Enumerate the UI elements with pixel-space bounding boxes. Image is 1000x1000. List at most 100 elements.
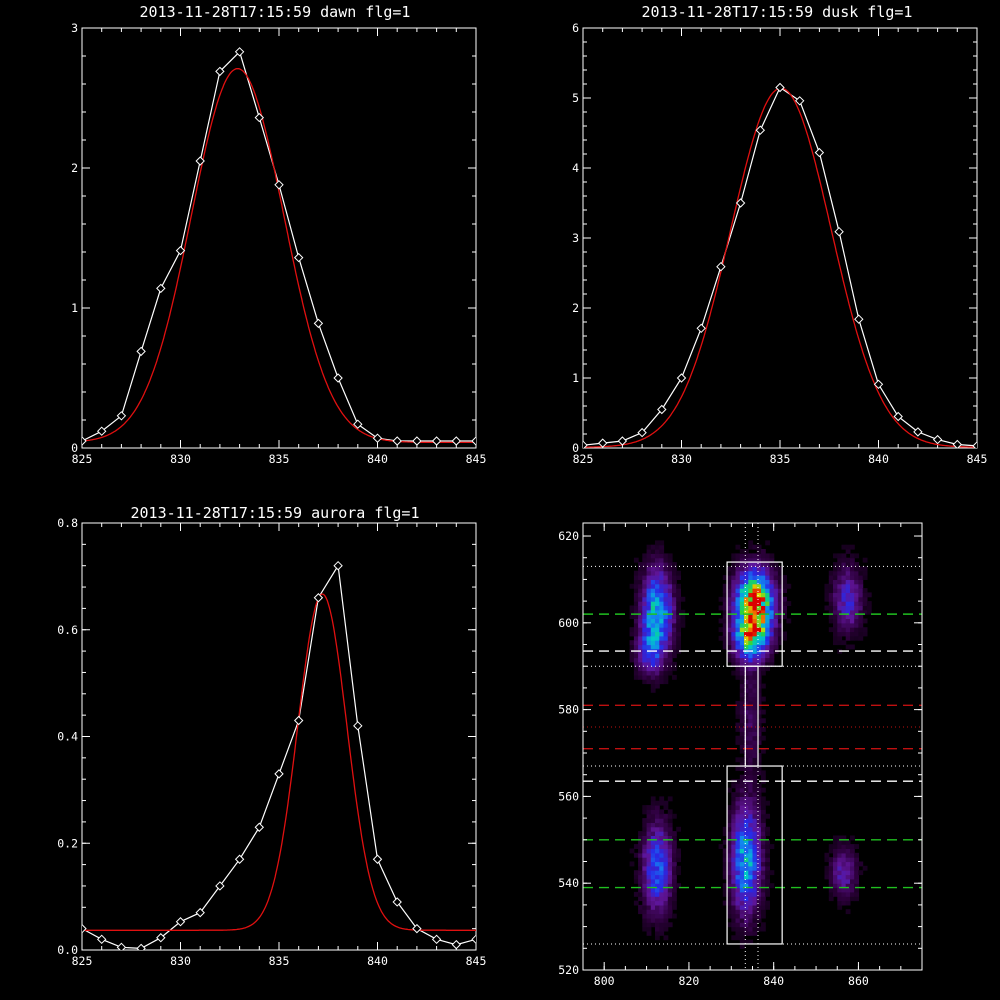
fit-curve-line (82, 67, 476, 444)
heatmap-cell (659, 557, 665, 563)
heatmap-cell (748, 583, 754, 589)
heatmap-cell (650, 900, 656, 906)
heatmap-cell (748, 666, 754, 672)
heatmap-cell (633, 575, 639, 580)
heatmap-cell (655, 579, 660, 585)
heatmap-cell (752, 926, 758, 932)
heatmap-cell (850, 588, 855, 593)
heatmap-cell (739, 744, 745, 750)
heatmap-cell (845, 583, 851, 589)
heatmap-cell (659, 596, 665, 602)
heatmap-cell (837, 622, 843, 628)
heatmap-cell (646, 831, 652, 836)
aurora-title: 2013-11-28T17:15:59 aurora flg=1 (131, 504, 420, 522)
heatmap-cell (765, 609, 770, 615)
data-point-diamond (854, 314, 864, 324)
heatmap-cell (739, 570, 745, 576)
heatmap-cell (638, 579, 643, 585)
heatmap-cell (837, 640, 843, 646)
heatmap-cell (735, 904, 741, 910)
heatmap-cell (642, 679, 648, 685)
heatmap-cell (727, 835, 732, 841)
heatmap-cell (744, 674, 749, 680)
heatmap-cell (845, 865, 851, 871)
heatmap-cell (752, 553, 758, 559)
heatmap-cell (727, 601, 732, 606)
heatmap-cell (786, 618, 792, 624)
heatmap-cell (756, 601, 762, 606)
heatmap-cell (638, 878, 643, 884)
heatmap-cell (646, 631, 652, 637)
heatmap-cell (752, 748, 758, 754)
heatmap-cell (761, 566, 766, 572)
heatmap-cell (722, 614, 728, 619)
heatmap-cell (731, 644, 737, 650)
heatmap-cell (722, 627, 728, 633)
heatmap-cell (646, 622, 652, 628)
heatmap-cell (646, 926, 652, 932)
heatmap-cell (672, 618, 677, 624)
heatmap-cell (744, 618, 749, 624)
heatmap-cell (663, 870, 669, 876)
heatmap-cell (833, 570, 838, 576)
heatmap-cell (672, 631, 677, 637)
heatmap-cell (650, 844, 656, 849)
heatmap-cell (752, 709, 758, 715)
heatmap-cell (761, 813, 766, 819)
heatmap-cell (672, 883, 677, 889)
heatmap-cell (727, 904, 732, 910)
heatmap-cell (837, 844, 843, 849)
data-point-diamond (775, 82, 785, 93)
heatmap-cell (752, 544, 758, 550)
heatmap-cell (845, 601, 851, 606)
heatmap-cell (744, 596, 749, 602)
heatmap-cell (833, 839, 838, 845)
heatmap-cell (748, 722, 754, 728)
heatmap-cell (655, 844, 660, 849)
heatmap-cell (650, 579, 656, 585)
heatmap-cell (727, 896, 732, 902)
heatmap-cell (659, 852, 665, 858)
heatmap-cell (744, 887, 749, 893)
heatmap-cell (756, 831, 762, 836)
heatmap-cell (744, 714, 749, 719)
heatmap-cell (862, 618, 868, 624)
heatmap-cell (828, 857, 834, 863)
y-tick-label: 580 (558, 703, 579, 717)
data-point-diamond (952, 439, 963, 448)
heatmap-cell (769, 579, 775, 585)
heatmap-cell (752, 666, 758, 672)
heatmap-cell (650, 674, 656, 680)
heatmap-cell (850, 601, 855, 606)
heatmap-cell (676, 596, 681, 602)
heatmap-cell (629, 631, 635, 637)
heatmap-cell (833, 553, 838, 559)
heatmap-cell (862, 570, 868, 576)
heatmap-cell (739, 635, 745, 641)
heatmap-cell (828, 618, 834, 624)
heatmap-cell (727, 809, 732, 815)
y-tick-label: 0 (71, 441, 78, 455)
heatmap-cell (650, 887, 656, 893)
heatmap-cell (667, 831, 673, 836)
heatmap-cell (752, 609, 758, 615)
heatmap-cell (752, 852, 758, 858)
heatmap-cell (663, 805, 669, 810)
heatmap-cell (638, 657, 643, 663)
heatmap-cell (663, 835, 669, 841)
heatmap-cell (744, 800, 749, 806)
heatmap-cell (667, 839, 673, 845)
heatmap-cell (748, 904, 754, 910)
heatmap-cell (837, 904, 843, 910)
heatmap-cell (744, 666, 749, 672)
heatmap-cell (642, 661, 648, 667)
heatmap-cell (841, 596, 847, 602)
heatmap-cell (748, 627, 754, 633)
heatmap-cell (646, 861, 652, 867)
heatmap-cell (744, 753, 749, 758)
heatmap-cell (752, 896, 758, 902)
heatmap-cell (659, 627, 665, 633)
heatmap-cell (731, 809, 737, 815)
heatmap-cell (739, 648, 745, 654)
heatmap-cell (752, 722, 758, 728)
